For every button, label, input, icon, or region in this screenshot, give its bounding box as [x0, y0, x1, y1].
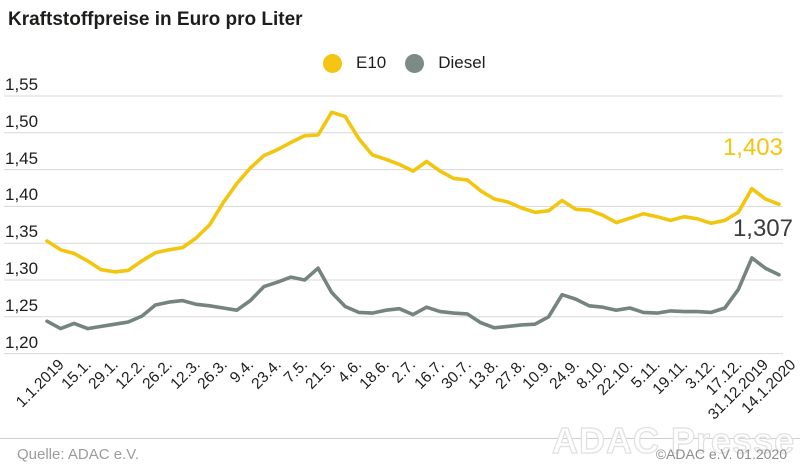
copyright-text: ©ADAC e.V. 01.2020	[655, 446, 787, 462]
legend-label-diesel: Diesel	[438, 53, 486, 72]
y-axis-label: 1,35	[5, 222, 39, 241]
y-axis-label: 1,20	[5, 333, 39, 352]
diesel-end-value-label: 1,307	[732, 215, 793, 242]
y-axis-label: 1,40	[5, 185, 39, 204]
footer-divider	[0, 438, 800, 439]
y-axis-label: 1,45	[5, 149, 39, 168]
y-axis-label: 1,30	[5, 259, 39, 278]
adac-presse-watermark: ADAC Presse	[551, 420, 796, 461]
y-axis-label: 1,50	[5, 112, 39, 131]
y-axis-label: 1,25	[5, 296, 39, 315]
page-title: Kraftstoffpreise in Euro pro Liter	[8, 9, 303, 30]
legend: E10 Diesel	[323, 53, 486, 73]
y-axis-label: 1,55	[5, 75, 39, 94]
legend-label-e10: E10	[356, 53, 387, 72]
legend-dot-diesel-icon	[405, 53, 425, 73]
legend-dot-e10-icon	[323, 53, 342, 73]
series-line-diesel	[45, 256, 781, 331]
series-line-e10	[45, 110, 781, 274]
source-text: Quelle: ADAC e.V.	[17, 446, 140, 463]
e10-end-value-label: 1,403	[722, 134, 783, 161]
